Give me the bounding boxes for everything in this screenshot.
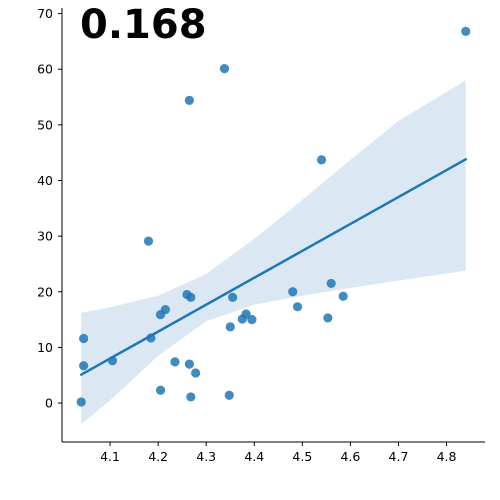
confidence-band-layer [81, 80, 466, 425]
data-point [326, 278, 336, 289]
y-tick-label: 20 [37, 284, 53, 299]
data-point [107, 356, 118, 366]
data-point [228, 292, 238, 302]
data-point [316, 155, 327, 165]
x-tick-label: 4.3 [196, 449, 216, 464]
data-point [292, 302, 303, 312]
data-point [186, 392, 196, 402]
data-point [461, 26, 471, 36]
data-point [79, 333, 89, 344]
correlation-annotation: 0.168 [80, 2, 207, 48]
data-point [155, 385, 166, 395]
data-point [225, 322, 235, 332]
regression-line [79, 158, 468, 376]
data-point [224, 390, 234, 400]
data-point [184, 359, 194, 369]
data-point [241, 309, 251, 319]
data-point [338, 291, 348, 301]
y-tick-label: 40 [37, 173, 53, 188]
data-point [160, 304, 170, 315]
data-point [247, 314, 257, 325]
data-point [288, 287, 298, 297]
data-point [143, 236, 154, 246]
x-tick-label: 4.7 [389, 449, 409, 464]
x-tick-label: 4.6 [340, 449, 360, 464]
data-point [170, 357, 180, 367]
x-tick-label: 4.1 [100, 449, 120, 464]
x-ticks: 4.1 4.2 4.3 4.4 4.5 4.6 4.7 4.8 [100, 442, 457, 464]
regression-line-layer [79, 158, 468, 376]
confidence-band [81, 80, 466, 425]
data-point [184, 95, 194, 105]
y-tick-label: 0 [45, 396, 53, 411]
y-ticks: 0 10 20 30 40 50 60 70 [37, 6, 62, 411]
data-points-layer [76, 26, 471, 407]
data-point [186, 292, 196, 302]
data-point [76, 397, 86, 407]
x-tick-label: 4.5 [292, 449, 312, 464]
y-tick-label: 10 [37, 340, 53, 355]
y-tick-label: 30 [37, 229, 53, 244]
x-tick-label: 4.2 [148, 449, 168, 464]
y-tick-label: 50 [37, 117, 53, 132]
y-tick-label: 60 [37, 62, 53, 77]
y-tick-label: 70 [37, 6, 53, 21]
data-point [191, 368, 201, 378]
data-point [146, 333, 156, 343]
x-tick-label: 4.4 [244, 449, 264, 464]
x-tick-label: 4.8 [437, 449, 457, 464]
data-point [79, 361, 89, 371]
data-point [219, 64, 230, 74]
axes [61, 8, 485, 443]
data-point [323, 313, 333, 323]
